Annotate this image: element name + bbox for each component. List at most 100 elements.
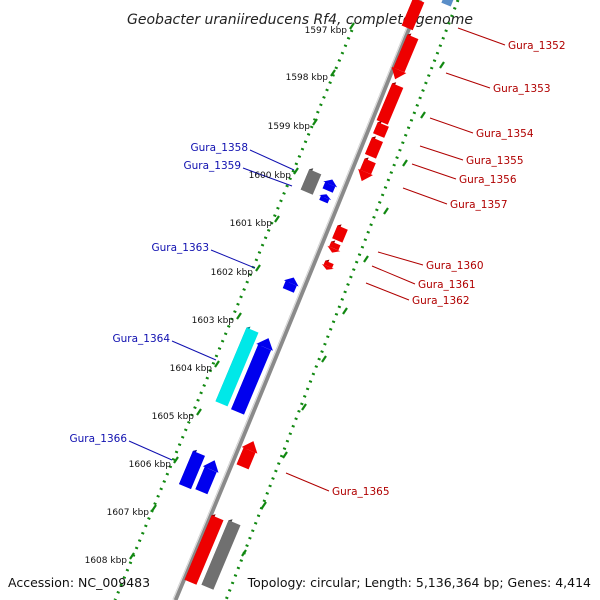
tick-mark xyxy=(236,312,242,320)
gene-body xyxy=(393,34,419,73)
tick-label: 1607 kbp xyxy=(107,508,150,518)
gene-body xyxy=(215,327,259,407)
tick-label: 1599 kbp xyxy=(268,122,311,132)
gene-body xyxy=(373,122,389,138)
leader-line xyxy=(419,145,464,161)
tick-mark xyxy=(383,207,389,215)
tick-mark xyxy=(255,264,261,272)
gene-block[interactable] xyxy=(321,259,334,270)
gene-label[interactable]: Gura_1359 xyxy=(183,160,241,172)
gene-label[interactable]: Gura_1355 xyxy=(466,155,524,167)
gene-label[interactable]: Gura_1353 xyxy=(493,83,551,95)
gene-arrowhead xyxy=(321,263,334,270)
tick-label: 1602 kbp xyxy=(211,268,254,278)
tick-mark xyxy=(363,255,369,263)
gene-arrowhead xyxy=(319,194,332,201)
tick-mark xyxy=(349,22,355,30)
tick-mark xyxy=(173,456,179,464)
gene-block[interactable] xyxy=(319,194,332,204)
tick-mark xyxy=(129,552,135,560)
gene-body xyxy=(282,281,297,293)
tick-label: 1608 kbp xyxy=(85,556,128,566)
tick-mark xyxy=(214,360,220,368)
leader-line xyxy=(445,72,491,89)
gene-label[interactable]: Gura_1360 xyxy=(426,260,484,272)
gene-block-top[interactable] xyxy=(401,0,425,31)
gene-label[interactable]: Gura_1358 xyxy=(190,142,248,154)
gene-block[interactable] xyxy=(236,441,258,470)
gene-body xyxy=(365,137,383,159)
leader-line xyxy=(171,340,217,361)
leader-line xyxy=(128,440,173,461)
tick-mark xyxy=(330,69,336,77)
tick-label: 1603 kbp xyxy=(192,316,235,326)
gene-body xyxy=(401,0,425,31)
leader-line xyxy=(365,282,410,301)
gene-body xyxy=(323,260,334,269)
gene-arrowhead xyxy=(202,460,219,473)
gene-block[interactable] xyxy=(300,168,322,195)
gene-block[interactable] xyxy=(184,514,224,585)
gene-label[interactable]: Gura_1361 xyxy=(418,279,476,291)
gene-arrowhead xyxy=(241,441,258,454)
tick-label: 1606 kbp xyxy=(129,460,172,470)
gene-block[interactable] xyxy=(195,460,219,495)
tick-mark xyxy=(282,451,288,459)
gene-body xyxy=(441,0,454,7)
gene-body xyxy=(179,450,205,490)
gene-block[interactable] xyxy=(373,121,389,138)
gene-label[interactable]: Gura_1356 xyxy=(459,174,517,186)
gene-block[interactable] xyxy=(201,519,241,590)
tick-mark xyxy=(241,549,247,557)
tick-label: 1598 kbp xyxy=(286,73,329,83)
genome-backbone xyxy=(172,0,423,600)
position-rulers xyxy=(113,0,460,600)
gene-body xyxy=(195,467,217,495)
gene-block[interactable] xyxy=(179,449,205,490)
gene-block[interactable] xyxy=(376,82,404,125)
gene-label[interactable]: Gura_1366 xyxy=(69,433,127,445)
gene-body xyxy=(376,83,404,125)
gene-block-top-right[interactable] xyxy=(441,0,455,7)
tick-mark xyxy=(301,403,307,411)
gene-block[interactable] xyxy=(332,224,348,243)
tick-mark xyxy=(402,159,408,167)
gene-block[interactable] xyxy=(365,136,383,159)
tick-label: 1601 kbp xyxy=(230,219,273,229)
gene-label[interactable]: Gura_1363 xyxy=(151,242,209,254)
topology-summary: Topology: circular; Length: 5,136,364 bp… xyxy=(247,575,591,590)
leader-line xyxy=(285,472,330,492)
gene-label[interactable]: Gura_1357 xyxy=(450,199,508,211)
tick-mark xyxy=(312,118,318,126)
leader-line xyxy=(457,27,506,46)
gene-arrowhead xyxy=(256,338,273,351)
gene-label[interactable]: Gura_1364 xyxy=(112,333,170,345)
tick-mark xyxy=(274,215,280,223)
gene-arrowhead xyxy=(323,179,338,188)
gene-block-highlight[interactable] xyxy=(215,326,259,407)
gene-block[interactable] xyxy=(231,338,273,415)
leader-line xyxy=(429,117,474,134)
tick-mark xyxy=(420,111,426,119)
gene-block[interactable] xyxy=(391,33,419,80)
gene-body xyxy=(184,515,224,585)
leader-line xyxy=(377,251,424,266)
gene-body xyxy=(231,344,272,415)
gene-label[interactable]: Gura_1352 xyxy=(508,40,566,52)
gene-block[interactable] xyxy=(322,179,338,193)
tick-mark xyxy=(439,61,445,69)
gene-block[interactable] xyxy=(282,277,299,293)
map-title: Geobacter uraniireducens Rf4, complete g… xyxy=(127,12,473,28)
gene-arrowhead xyxy=(327,245,341,253)
gene-block[interactable] xyxy=(327,240,341,253)
tick-mark xyxy=(293,167,299,175)
gene-label[interactable]: Gura_1354 xyxy=(476,128,534,140)
tick-mark xyxy=(261,501,267,509)
gene-features xyxy=(179,0,455,590)
gene-label[interactable]: Gura_1365 xyxy=(332,486,390,498)
gene-body xyxy=(329,241,341,251)
gene-block[interactable] xyxy=(358,157,376,182)
gene-label[interactable]: Gura_1362 xyxy=(412,295,470,307)
gene-body xyxy=(300,169,322,195)
